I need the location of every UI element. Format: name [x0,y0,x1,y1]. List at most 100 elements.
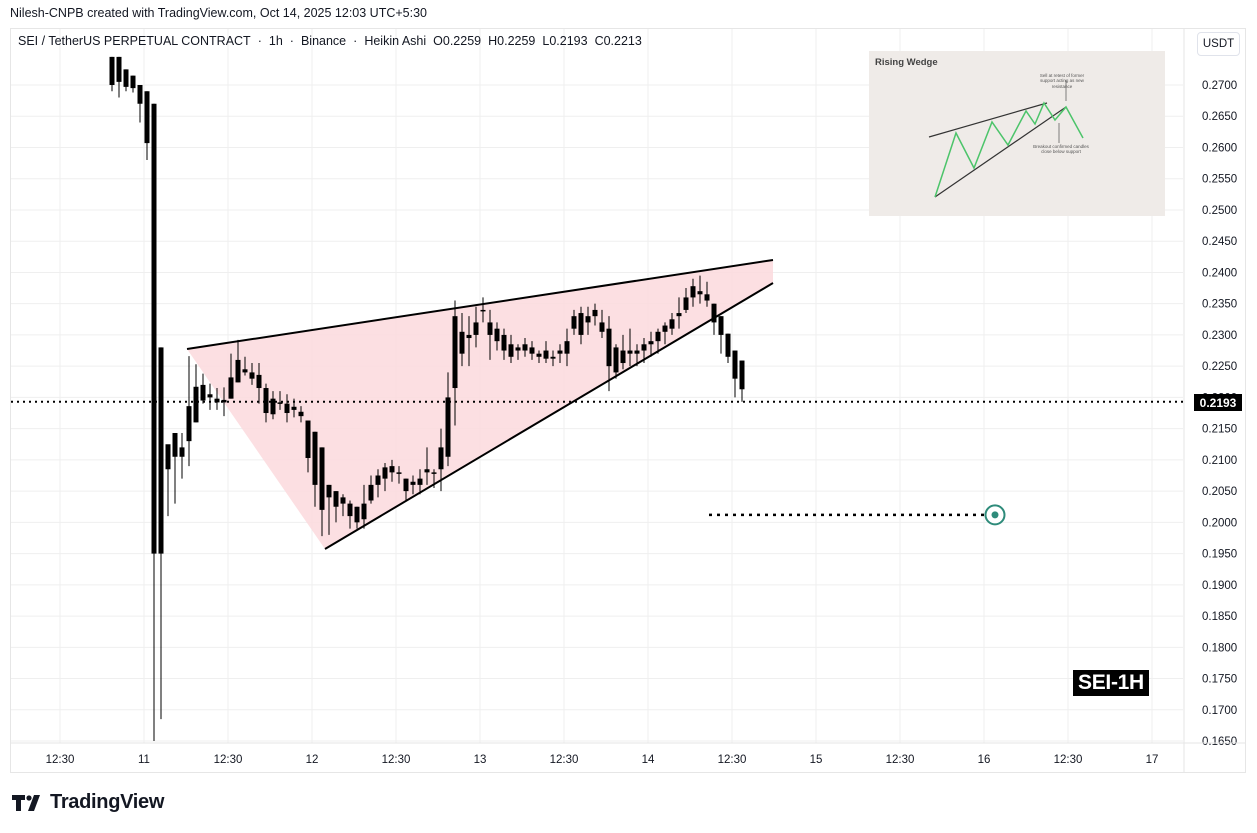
candle-body [382,467,388,479]
price-tick-label: 0.2300 [1202,330,1237,342]
price-tick-label: 0.2450 [1202,236,1237,248]
candle-body [564,341,570,354]
candle-body [536,353,542,357]
candle-body [522,344,528,351]
candle-body [683,297,689,310]
candle-body [137,85,143,104]
time-tick-label: 12:30 [214,754,243,766]
candle-body [214,398,220,403]
candle-body [473,322,479,335]
candle-body [249,372,255,379]
candle-body [445,397,451,457]
inset-note-retest: Sell at retest of former support acting … [1039,73,1085,89]
wedge-pattern-illustration [928,80,1084,198]
price-tick-label: 0.1750 [1202,674,1237,686]
candle-body [424,469,430,473]
candle-body [172,433,178,457]
chart-annotations[interactable] [11,400,1183,526]
candle-body [697,291,703,295]
chart-credit: Nilesh-CNPB created with TradingView.com… [10,6,427,20]
candle-body [151,103,157,554]
wedge-lower-trendline[interactable] [324,282,774,550]
legend-symbol[interactable]: SEI / TetherUS PERPETUAL CONTRACT [18,34,251,48]
time-tick-label: 12:30 [718,754,747,766]
time-tick-label: 17 [1146,754,1159,766]
legend-high: H0.2259 [488,34,536,48]
candle-body [487,322,493,335]
candle-body [361,503,367,520]
candle-body [263,388,269,414]
candle-body [718,316,724,335]
symbol-timeframe-label: SEI-1H [1073,670,1149,696]
time-tick-label: 13 [474,754,487,766]
candle-body [326,484,332,498]
time-tick-label: 14 [642,754,655,766]
candle-body [641,344,647,351]
candle-body [669,319,675,329]
candle-body [207,394,213,398]
time-tick-label: 12:30 [1054,754,1083,766]
wedge-fill [187,260,773,549]
price-tick-label: 0.1850 [1202,611,1237,623]
candle-body [529,347,535,354]
inset-title: Rising Wedge [875,57,938,68]
candle-body [620,350,626,364]
time-tick-label: 12 [306,754,319,766]
time-tick-label: 12:30 [382,754,411,766]
chart-legend: SEI / TetherUS PERPETUAL CONTRACT · 1h · Bin… [18,34,649,48]
tradingview-logo[interactable]: TradingView [12,791,164,814]
price-tick-label: 0.2700 [1202,80,1237,92]
legend-sep-1: · [257,34,262,48]
candle-body [109,56,115,85]
legend-interval[interactable]: 1h [268,34,283,48]
candle-body [459,331,465,354]
candle-body [165,444,171,470]
candle-body [585,316,591,323]
candle-body [228,377,234,399]
candle-body [284,403,290,414]
candle-body [606,328,612,367]
price-tick-label: 0.1900 [1202,580,1237,592]
candle-body [550,356,556,359]
candle-body [242,369,248,373]
wedge-upper-trendline[interactable] [186,259,774,350]
candle-body [655,331,661,342]
price-tick-label: 0.2550 [1202,174,1237,186]
inset-note-breakout: Breakout confirmed candles close below s… [1033,144,1089,155]
price-tick-label: 0.2150 [1202,424,1237,436]
rising-wedge-drawing[interactable] [186,259,774,550]
price-tick-label: 0.2500 [1202,205,1237,217]
time-axis[interactable]: 12:30 11 12:30 12 12:30 13 12:30 14 12:30 15 12:30… [11,742,1245,766]
rising-wedge-reference-image: Rising Wedge Sell at retest of former su… [869,51,1165,216]
candle-body [599,322,605,332]
candle-body [480,309,486,312]
candle-body [417,478,423,485]
candle-body [494,328,500,342]
price-tick-label: 0.2350 [1202,299,1237,311]
candle-body [403,478,409,492]
candle-body [340,497,346,504]
candle-body [256,374,262,389]
price-tick-label: 0.2100 [1202,455,1237,467]
candle-body [368,484,374,501]
time-tick-label: 16 [978,754,991,766]
price-tick-label: 0.2600 [1202,142,1237,154]
currency-button[interactable]: USDT [1197,32,1240,56]
price-tick-label: 0.2050 [1202,486,1237,498]
candle-body [200,384,206,401]
candle-body [193,386,199,423]
candle-body [501,334,507,351]
time-tick-label: 12:30 [886,754,915,766]
legend-open: O0.2259 [433,34,482,48]
candle-body [333,491,339,507]
candle-body [592,309,598,317]
candle-body [277,402,283,404]
candle-body [515,347,521,351]
candle-body [732,350,738,379]
candle-body [235,359,241,383]
candle-body [438,447,444,470]
candle-body [662,325,668,332]
candle-body [634,350,640,354]
price-tick-label: 0.1700 [1202,705,1237,717]
